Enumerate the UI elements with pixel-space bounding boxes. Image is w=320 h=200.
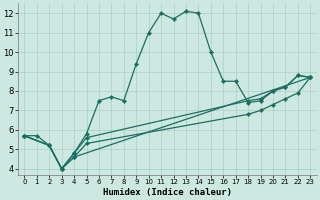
X-axis label: Humidex (Indice chaleur): Humidex (Indice chaleur) [103,188,232,197]
